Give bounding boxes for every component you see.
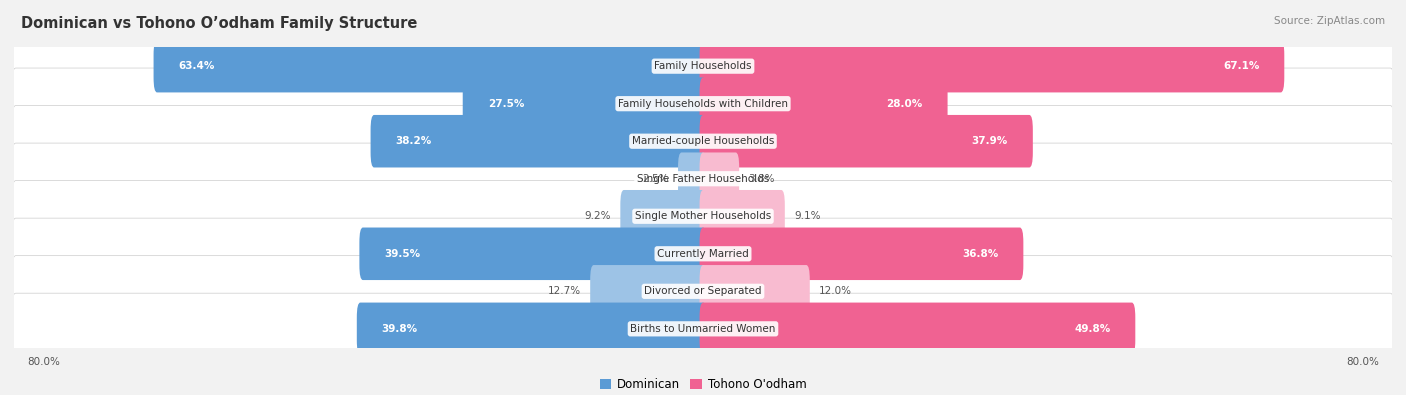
Text: Births to Unmarried Women: Births to Unmarried Women [630, 324, 776, 334]
Text: 49.8%: 49.8% [1074, 324, 1111, 334]
FancyBboxPatch shape [700, 40, 1284, 92]
Text: 27.5%: 27.5% [488, 99, 524, 109]
FancyBboxPatch shape [11, 143, 1395, 214]
FancyBboxPatch shape [11, 68, 1395, 139]
Text: 80.0%: 80.0% [27, 357, 60, 367]
FancyBboxPatch shape [700, 115, 1033, 167]
Text: Dominican vs Tohono O’odham Family Structure: Dominican vs Tohono O’odham Family Struc… [21, 16, 418, 31]
FancyBboxPatch shape [620, 190, 706, 243]
Text: 63.4%: 63.4% [179, 61, 215, 71]
Text: Source: ZipAtlas.com: Source: ZipAtlas.com [1274, 16, 1385, 26]
Legend: Dominican, Tohono O'odham: Dominican, Tohono O'odham [595, 373, 811, 395]
Text: 38.2%: 38.2% [395, 136, 432, 146]
Text: Currently Married: Currently Married [657, 249, 749, 259]
FancyBboxPatch shape [678, 152, 706, 205]
FancyBboxPatch shape [463, 77, 706, 130]
Text: 2.5%: 2.5% [643, 174, 669, 184]
Text: 9.1%: 9.1% [794, 211, 821, 221]
Text: 28.0%: 28.0% [886, 99, 922, 109]
Text: 80.0%: 80.0% [1346, 357, 1379, 367]
FancyBboxPatch shape [700, 228, 1024, 280]
Text: 36.8%: 36.8% [962, 249, 998, 259]
Text: 67.1%: 67.1% [1223, 61, 1260, 71]
FancyBboxPatch shape [11, 30, 1395, 102]
Text: 3.8%: 3.8% [748, 174, 775, 184]
FancyBboxPatch shape [591, 265, 706, 318]
FancyBboxPatch shape [11, 293, 1395, 365]
Text: Family Households with Children: Family Households with Children [619, 99, 787, 109]
FancyBboxPatch shape [360, 228, 706, 280]
FancyBboxPatch shape [700, 152, 740, 205]
Text: Married-couple Households: Married-couple Households [631, 136, 775, 146]
Text: Divorced or Separated: Divorced or Separated [644, 286, 762, 296]
Text: 12.7%: 12.7% [547, 286, 581, 296]
FancyBboxPatch shape [357, 303, 706, 355]
FancyBboxPatch shape [700, 265, 810, 318]
FancyBboxPatch shape [700, 77, 948, 130]
FancyBboxPatch shape [11, 181, 1395, 252]
Text: 12.0%: 12.0% [820, 286, 852, 296]
Text: 9.2%: 9.2% [585, 211, 610, 221]
FancyBboxPatch shape [700, 190, 785, 243]
Text: 39.5%: 39.5% [384, 249, 420, 259]
Text: Single Father Households: Single Father Households [637, 174, 769, 184]
Text: Family Households: Family Households [654, 61, 752, 71]
Text: 37.9%: 37.9% [972, 136, 1008, 146]
FancyBboxPatch shape [11, 105, 1395, 177]
FancyBboxPatch shape [371, 115, 706, 167]
FancyBboxPatch shape [11, 218, 1395, 290]
FancyBboxPatch shape [153, 40, 706, 92]
Text: Single Mother Households: Single Mother Households [636, 211, 770, 221]
Text: 39.8%: 39.8% [382, 324, 418, 334]
FancyBboxPatch shape [11, 256, 1395, 327]
FancyBboxPatch shape [700, 303, 1135, 355]
